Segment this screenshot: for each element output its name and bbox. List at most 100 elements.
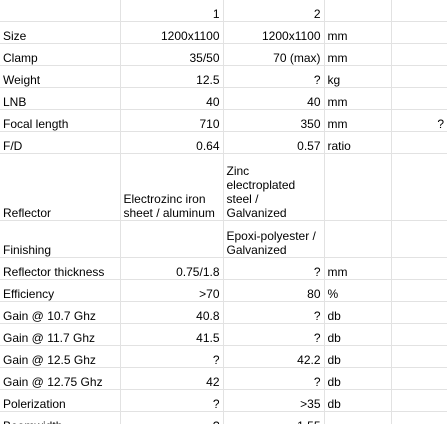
extra-cell[interactable]: [391, 367, 447, 390]
value-1-cell[interactable]: ?: [120, 345, 224, 368]
column-2-header-cell[interactable]: 2: [223, 0, 325, 22]
value-1-cell[interactable]: 41.5: [120, 323, 224, 346]
value-1-cell[interactable]: 35/50: [120, 43, 224, 66]
extra-cell[interactable]: [391, 87, 447, 110]
label-cell[interactable]: Beemwidth: [0, 411, 121, 424]
table-row: Gain @ 11.7 Ghz 41.5 ? db: [0, 323, 447, 346]
label-cell[interactable]: Polerization: [0, 389, 121, 412]
table-row: LNB 40 40 mm: [0, 87, 447, 110]
unit-cell[interactable]: mm: [324, 109, 392, 132]
cell[interactable]: [324, 0, 392, 22]
table-row: Gain @ 10.7 Ghz 40.8 ? db: [0, 301, 447, 324]
value-2-cell[interactable]: 70 (max): [223, 43, 325, 66]
value-1-cell[interactable]: 40.8: [120, 301, 224, 324]
table-row: Clamp 35/50 70 (max) mm: [0, 43, 447, 66]
value-1-cell[interactable]: 40: [120, 87, 224, 110]
table-row: Reflector Electrozinc iron sheet / alumi…: [0, 153, 447, 221]
table-row: Size 1200x1100 1200x1100 mm: [0, 21, 447, 44]
value-2-cell[interactable]: 40: [223, 87, 325, 110]
value-1-cell[interactable]: 710: [120, 109, 224, 132]
value-1-cell[interactable]: ?: [120, 389, 224, 412]
extra-cell[interactable]: [391, 279, 447, 302]
label-cell[interactable]: Reflector thickness: [0, 257, 121, 280]
unit-cell[interactable]: %: [324, 279, 392, 302]
unit-cell[interactable]: [324, 411, 392, 424]
extra-cell[interactable]: [391, 301, 447, 324]
unit-cell[interactable]: db: [324, 389, 392, 412]
unit-cell[interactable]: mm: [324, 21, 392, 44]
label-cell[interactable]: Reflector: [0, 153, 121, 221]
extra-cell[interactable]: [391, 65, 447, 88]
label-cell[interactable]: Gain @ 11.7 Ghz: [0, 323, 121, 346]
extra-cell[interactable]: [391, 323, 447, 346]
table-row: Efficiency >70 80 %: [0, 279, 447, 302]
label-cell[interactable]: F/D: [0, 131, 121, 154]
value-1-cell[interactable]: 0.75/1.8: [120, 257, 224, 280]
value-1-cell[interactable]: 12.5: [120, 65, 224, 88]
label-cell[interactable]: Gain @ 12.5 Ghz: [0, 345, 121, 368]
extra-cell[interactable]: [391, 153, 447, 221]
table-row: Gain @ 12.75 Ghz 42 ? db: [0, 367, 447, 390]
extra-cell[interactable]: [391, 131, 447, 154]
label-cell[interactable]: Weight: [0, 65, 121, 88]
value-1-cell[interactable]: >70: [120, 279, 224, 302]
value-2-cell[interactable]: ?: [223, 257, 325, 280]
unit-cell[interactable]: mm: [324, 87, 392, 110]
value-1-cell[interactable]: 42: [120, 367, 224, 390]
extra-cell[interactable]: ?: [391, 109, 447, 132]
extra-cell[interactable]: [391, 257, 447, 280]
value-2-cell[interactable]: 1.55: [223, 411, 325, 424]
cell[interactable]: [0, 0, 121, 22]
unit-cell[interactable]: db: [324, 323, 392, 346]
unit-cell[interactable]: mm: [324, 257, 392, 280]
label-cell[interactable]: Gain @ 10.7 Ghz: [0, 301, 121, 324]
extra-cell[interactable]: [391, 345, 447, 368]
value-2-cell[interactable]: 42.2: [223, 345, 325, 368]
cell[interactable]: [391, 0, 447, 22]
label-cell[interactable]: Focal length: [0, 109, 121, 132]
label-cell[interactable]: Finishing: [0, 220, 121, 258]
value-2-cell[interactable]: ?: [223, 323, 325, 346]
table-row: Gain @ 12.5 Ghz ? 42.2 db: [0, 345, 447, 368]
unit-cell[interactable]: db: [324, 367, 392, 390]
extra-cell[interactable]: [391, 411, 447, 424]
value-2-cell[interactable]: 350: [223, 109, 325, 132]
unit-cell[interactable]: kg: [324, 65, 392, 88]
unit-cell[interactable]: [324, 220, 392, 258]
label-cell[interactable]: Size: [0, 21, 121, 44]
unit-cell[interactable]: ratio: [324, 131, 392, 154]
value-1-cell[interactable]: 0.64: [120, 131, 224, 154]
unit-cell[interactable]: db: [324, 301, 392, 324]
table-row: Polerization ? >35 db: [0, 389, 447, 412]
value-2-cell[interactable]: >35: [223, 389, 325, 412]
value-2-cell[interactable]: ?: [223, 65, 325, 88]
table-row: Focal length 710 350 mm ?: [0, 109, 447, 132]
unit-cell[interactable]: mm: [324, 43, 392, 66]
value-2-cell[interactable]: 80: [223, 279, 325, 302]
value-1-cell[interactable]: 1200x1100: [120, 21, 224, 44]
label-cell[interactable]: Efficiency: [0, 279, 121, 302]
extra-cell[interactable]: [391, 43, 447, 66]
table-row: Finishing Epoxi-polyester / Galvanized: [0, 220, 447, 258]
label-cell[interactable]: LNB: [0, 87, 121, 110]
unit-cell[interactable]: db: [324, 345, 392, 368]
table-row: Beemwidth ? 1.55: [0, 411, 447, 424]
value-2-cell[interactable]: 1200x1100: [223, 21, 325, 44]
value-1-cell[interactable]: [120, 220, 224, 258]
value-2-cell[interactable]: ?: [223, 367, 325, 390]
unit-cell[interactable]: [324, 153, 392, 221]
extra-cell[interactable]: [391, 21, 447, 44]
value-1-cell[interactable]: Electrozinc iron sheet / aluminum: [120, 153, 224, 221]
extra-cell[interactable]: [391, 220, 447, 258]
value-2-cell[interactable]: Epoxi-polyester / Galvanized: [223, 220, 325, 258]
label-cell[interactable]: Clamp: [0, 43, 121, 66]
value-1-cell[interactable]: ?: [120, 411, 224, 424]
column-1-header-cell[interactable]: 1: [120, 0, 224, 22]
extra-cell[interactable]: [391, 389, 447, 412]
value-2-cell[interactable]: ?: [223, 301, 325, 324]
value-2-cell[interactable]: Zinc electroplated steel / Galvanized: [223, 153, 325, 221]
label-cell[interactable]: Gain @ 12.75 Ghz: [0, 367, 121, 390]
value-2-cell[interactable]: 0.57: [223, 131, 325, 154]
